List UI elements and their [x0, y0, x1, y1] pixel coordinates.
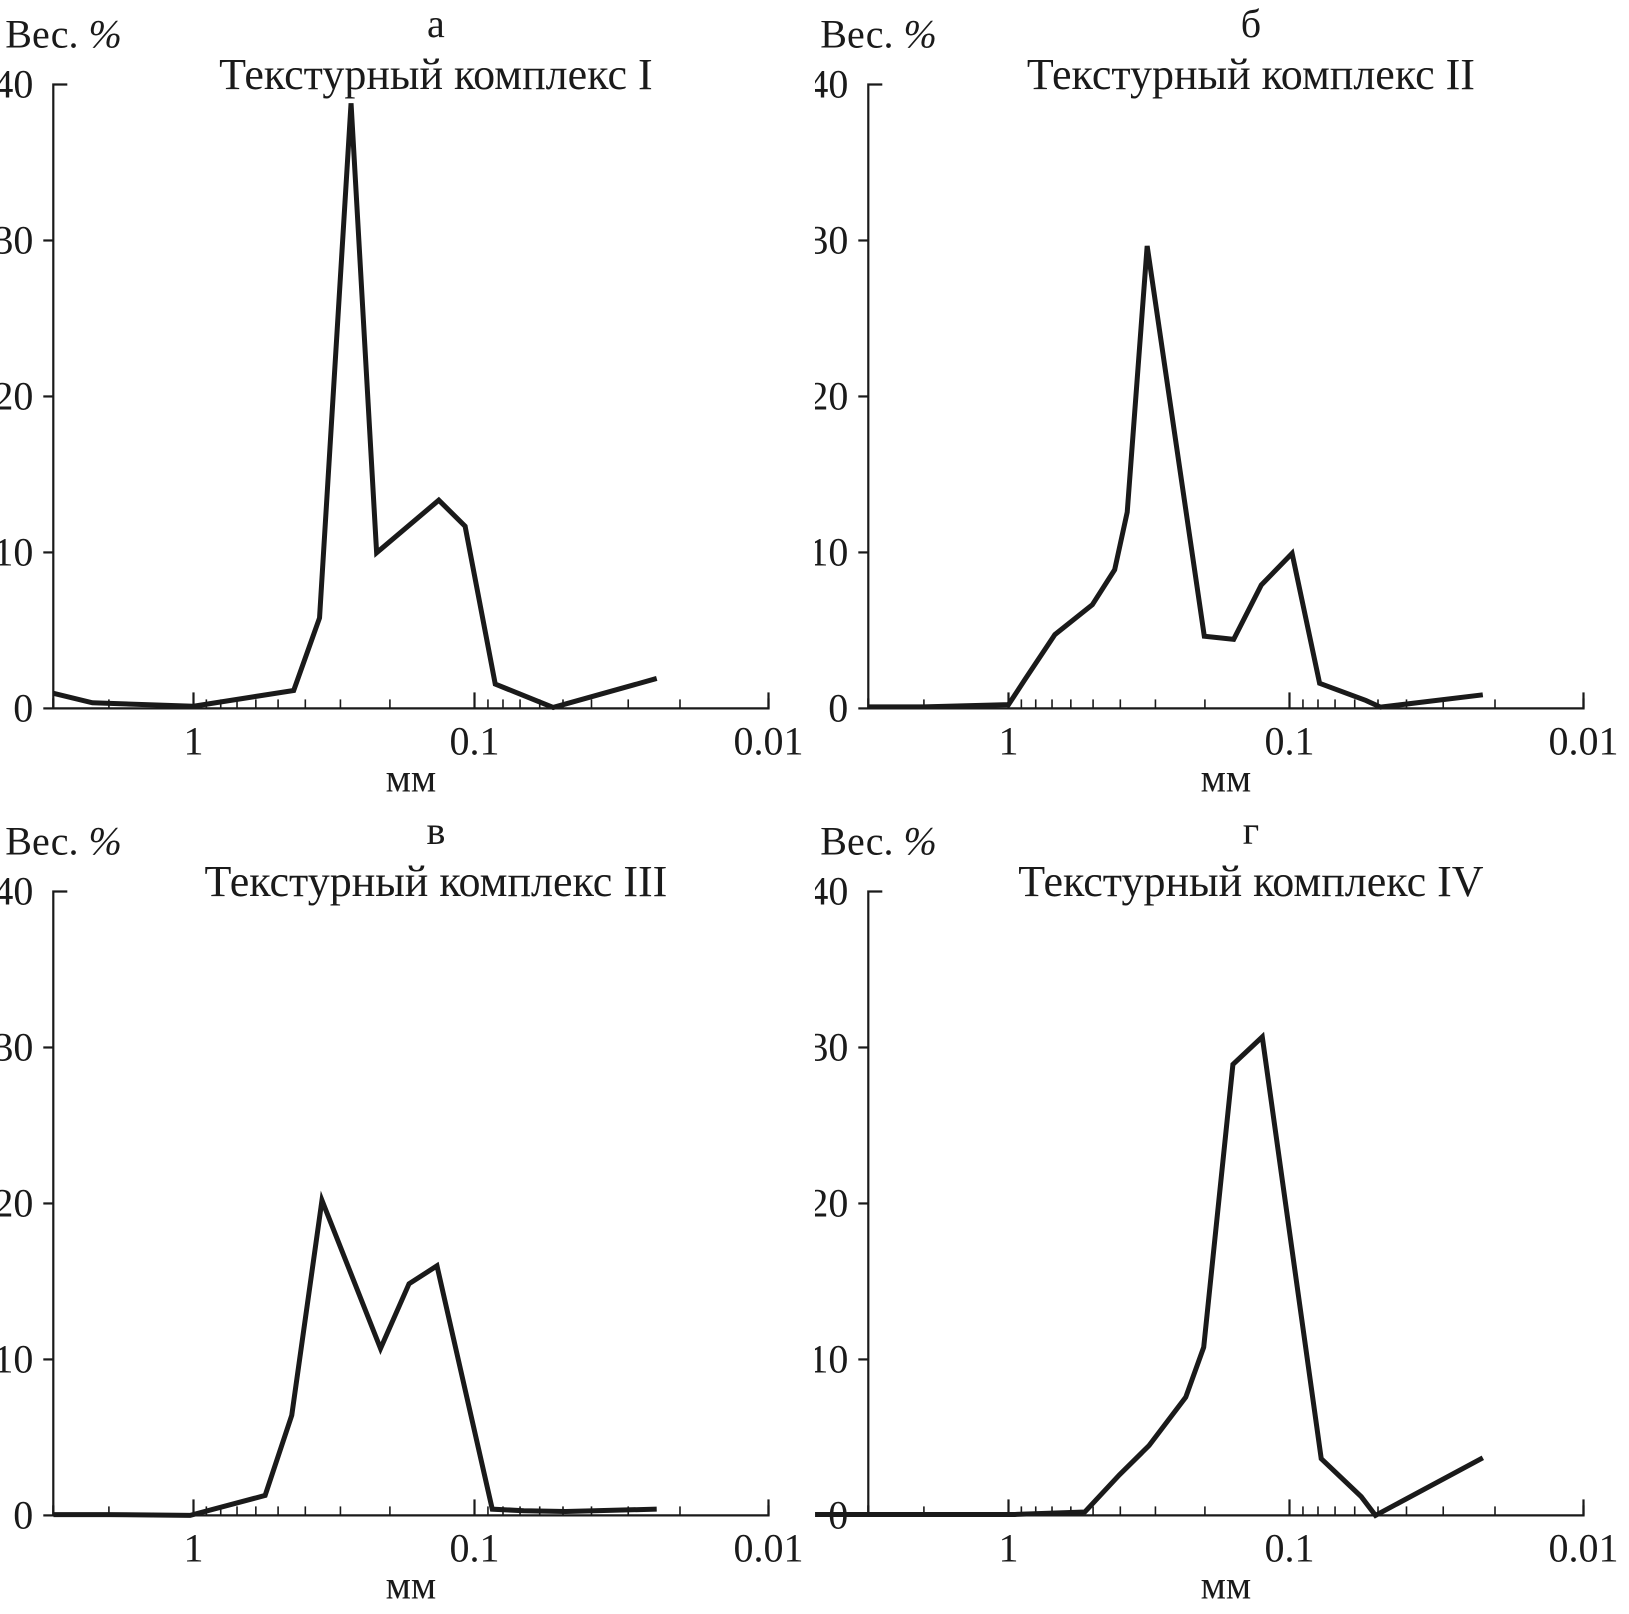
svg-text:20: 20	[0, 373, 33, 418]
svg-text:10: 10	[0, 529, 33, 574]
svg-text:мм: мм	[386, 1562, 437, 1607]
svg-text:0.01: 0.01	[734, 718, 804, 763]
svg-text:0: 0	[13, 1492, 33, 1537]
svg-text:20: 20	[815, 373, 848, 418]
svg-text:а: а	[427, 1, 445, 46]
svg-text:20: 20	[0, 1180, 33, 1225]
svg-text:0.1: 0.1	[450, 718, 500, 763]
svg-text:40: 40	[0, 869, 33, 914]
svg-text:10: 10	[815, 1336, 848, 1381]
svg-text:1: 1	[184, 718, 204, 763]
svg-text:Текстурный комплекс III: Текстурный комплекс III	[205, 857, 668, 906]
svg-text:Текстурный комплекс II: Текстурный комплекс II	[1027, 50, 1475, 99]
svg-text:Вес. %: Вес. %	[5, 12, 122, 57]
svg-text:Вес. %: Вес. %	[5, 819, 122, 864]
svg-text:10: 10	[815, 529, 848, 574]
svg-text:0.01: 0.01	[1549, 1525, 1619, 1570]
svg-text:10: 10	[0, 1336, 33, 1381]
svg-text:0.1: 0.1	[1265, 1525, 1315, 1570]
svg-text:в: в	[426, 808, 445, 853]
svg-text:40: 40	[815, 869, 848, 914]
svg-text:1: 1	[999, 1525, 1019, 1570]
svg-text:0: 0	[828, 685, 848, 730]
svg-text:Вес. %: Вес. %	[820, 819, 937, 864]
svg-text:мм: мм	[386, 755, 437, 800]
svg-text:30: 30	[815, 1024, 848, 1069]
svg-text:30: 30	[815, 217, 848, 262]
svg-text:0: 0	[13, 685, 33, 730]
svg-text:1: 1	[184, 1525, 204, 1570]
svg-text:30: 30	[0, 217, 33, 262]
svg-text:0.1: 0.1	[450, 1525, 500, 1570]
svg-text:20: 20	[815, 1180, 848, 1225]
svg-text:0.1: 0.1	[1265, 718, 1315, 763]
svg-text:мм: мм	[1201, 755, 1252, 800]
svg-text:40: 40	[0, 62, 33, 107]
svg-text:0.01: 0.01	[734, 1525, 804, 1570]
svg-text:Вес. %: Вес. %	[820, 12, 937, 57]
svg-text:мм: мм	[1201, 1562, 1252, 1607]
svg-text:Текстурный комплекс I: Текстурный комплекс I	[219, 50, 653, 99]
svg-text:1: 1	[999, 718, 1019, 763]
svg-text:40: 40	[815, 62, 848, 107]
svg-text:Текстурный комплекс IV: Текстурный комплекс IV	[1018, 857, 1483, 906]
svg-text:0.01: 0.01	[1549, 718, 1619, 763]
svg-text:30: 30	[0, 1024, 33, 1069]
svg-text:г: г	[1243, 808, 1259, 853]
svg-text:б: б	[1241, 1, 1261, 46]
